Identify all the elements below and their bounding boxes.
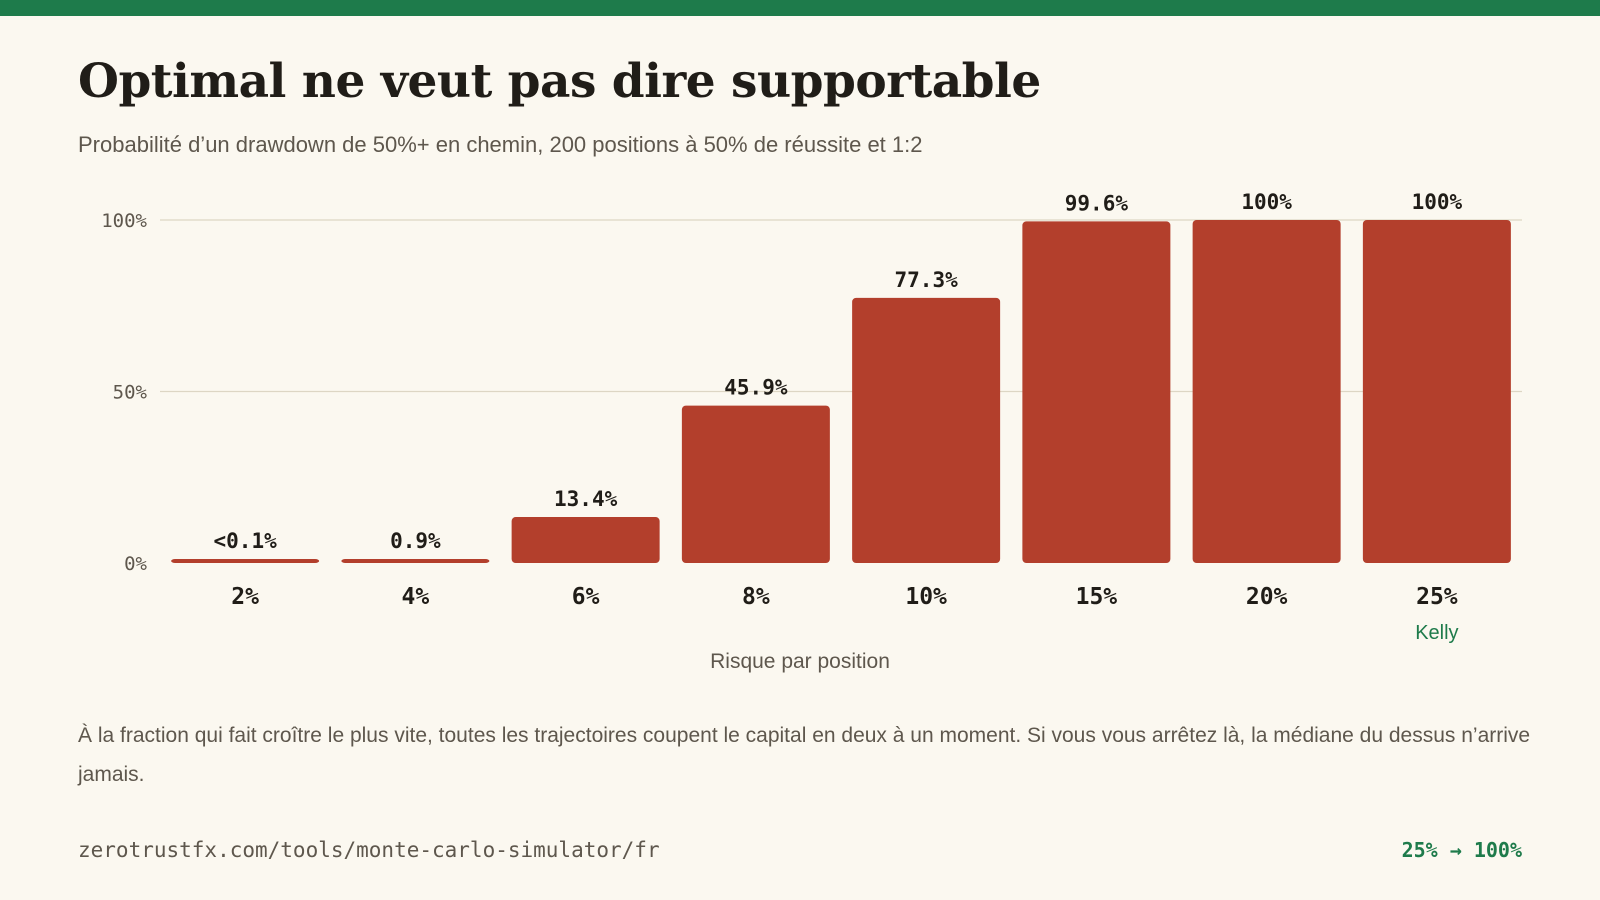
- x-tick-label: 8%: [742, 584, 770, 610]
- bar: [1192, 220, 1341, 563]
- chart-note: À la fraction qui fait croître le plus v…: [78, 724, 1531, 786]
- x-tick-label: 25%: [1416, 584, 1458, 610]
- x-tick-label: 15%: [1076, 584, 1118, 610]
- bars: [171, 220, 1511, 563]
- data-label: 45.9%: [724, 376, 788, 400]
- annotations: Kelly: [1415, 622, 1458, 644]
- data-label: 77.3%: [895, 268, 959, 292]
- bar: [1362, 220, 1511, 563]
- bar: [852, 297, 1001, 563]
- x-tick-label: 20%: [1246, 584, 1288, 610]
- top-accent-bar: [0, 0, 1600, 16]
- data-label: 100%: [1412, 190, 1463, 214]
- y-axis-ticks: 0% 50% 100%: [101, 210, 147, 575]
- data-label: 99.6%: [1065, 191, 1129, 215]
- data-label: 13.4%: [554, 487, 618, 511]
- data-labels: <0.1% 0.9% 13.4% 45.9% 77.3% 99.6% 100% 100%: [214, 190, 1463, 553]
- footer-badge: 25% → 100%: [1401, 838, 1522, 862]
- bar: [681, 405, 830, 563]
- bar-chart: 0% 50% 100% <0.1% 0.9% 13.4% 45.9% 77.3% 99.6% 1…: [101, 190, 1522, 673]
- x-axis-label: Risque par position: [710, 650, 890, 673]
- chart-subtitle: Probabilité d’un drawdown de 50%+ en che…: [78, 132, 923, 157]
- x-tick-label: 4%: [402, 584, 430, 610]
- bar: [171, 559, 320, 563]
- y-tick-label: 50%: [113, 382, 148, 404]
- chart-title: Optimal ne veut pas dire supportable: [78, 54, 1041, 109]
- footer-url: zerotrustfx.com/tools/monte-carlo-simula…: [78, 838, 660, 862]
- data-label: 100%: [1241, 190, 1292, 214]
- data-label: 0.9%: [390, 529, 441, 553]
- y-tick-label: 0%: [124, 553, 147, 575]
- x-axis-ticks: 2% 4% 6% 8% 10% 15% 20% 25%: [231, 584, 1458, 610]
- x-tick-label: 2%: [231, 584, 259, 610]
- y-tick-label: 100%: [101, 210, 147, 232]
- bar: [511, 517, 660, 563]
- bar: [341, 559, 490, 563]
- kelly-annotation: Kelly: [1415, 622, 1458, 644]
- data-label: <0.1%: [214, 529, 278, 553]
- x-tick-label: 6%: [572, 584, 600, 610]
- x-tick-label: 10%: [905, 584, 947, 610]
- bar: [1022, 221, 1171, 563]
